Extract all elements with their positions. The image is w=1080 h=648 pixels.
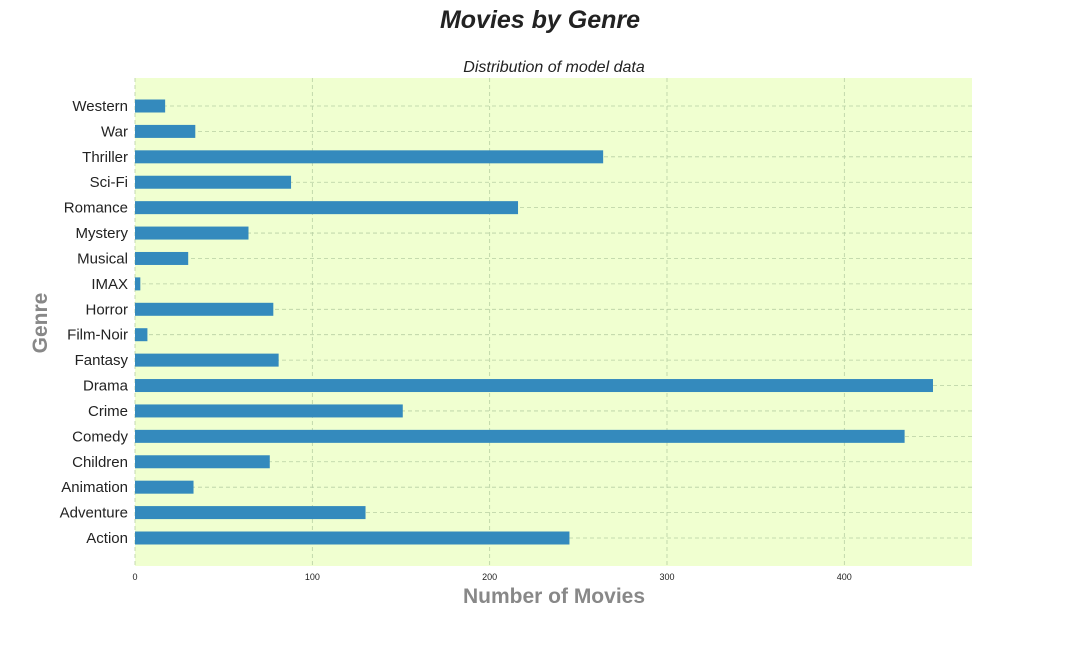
bar-mystery [135,226,249,240]
x-axis-title: Number of Movies [463,585,645,608]
category-label: Animation [61,479,128,496]
category-label: IMAX [91,276,128,293]
bar-horror [135,302,274,316]
x-tick-label: 200 [482,572,497,582]
bar-children [135,455,270,469]
bar-film-noir [135,328,148,342]
bars [135,99,933,545]
bar-sci-fi [135,175,292,189]
x-tick-labels: 0 100 200 300 400 [132,572,851,582]
category-label: Musical [77,250,128,267]
category-labels: Action Adventure Animation Children Comedy Cr… [60,98,129,547]
category-label: Comedy [72,428,128,445]
bar-animation [135,480,194,494]
category-label: Thriller [82,149,128,166]
category-label: Film-Noir [67,327,128,344]
bar-imax [135,277,141,291]
x-tick-label: 0 [132,572,137,582]
bar-romance [135,201,519,215]
bar-western [135,99,166,113]
category-label: Western [72,98,128,115]
category-label: Mystery [76,225,129,242]
category-label: Romance [64,200,128,217]
bar-drama [135,379,933,393]
category-label: Children [72,454,128,471]
bar-thriller [135,150,604,164]
category-label: Drama [83,378,129,395]
category-label: Adventure [60,505,128,522]
x-tick-label: 100 [305,572,320,582]
bar-comedy [135,429,905,443]
bar-adventure [135,506,366,520]
bar-fantasy [135,353,279,367]
category-label: War [101,123,128,140]
category-label: Horror [85,301,128,318]
bar-musical [135,251,189,265]
bar-crime [135,404,403,418]
y-axis-title: Genre [29,293,52,354]
chart-title: Movies by Genre [439,6,641,34]
x-tick-label: 300 [659,572,674,582]
category-label: Action [86,530,128,547]
bar-action [135,531,570,545]
category-label: Crime [88,403,128,420]
chart-subtitle: Distribution of model data [463,59,645,76]
bar-war [135,124,196,138]
category-label: Sci-Fi [90,174,128,191]
category-label: Fantasy [75,352,129,369]
x-tick-label: 400 [837,572,852,582]
